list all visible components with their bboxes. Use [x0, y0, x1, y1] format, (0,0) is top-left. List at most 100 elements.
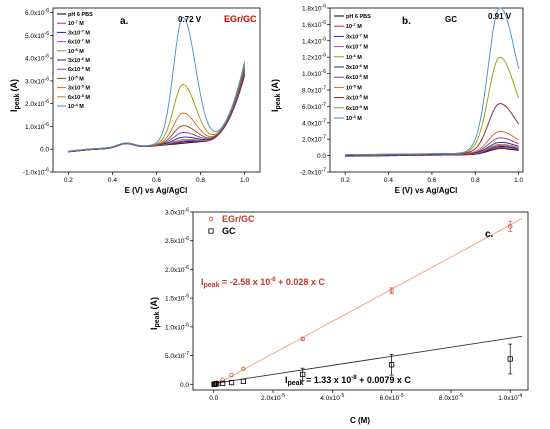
panel-a-curve-0: [68, 74, 246, 153]
panel-a-legend-label: 3x10-7 M: [68, 28, 90, 36]
panel-b-ylabel-main: I: [270, 109, 280, 112]
panel-b-legend: pH 6 PBS 10-7 M 3x10-7 M 6x10-7 M 10-6 M 3x10…: [334, 14, 371, 122]
panel-a-legend-label: 3x10-6 M: [68, 56, 90, 64]
panel-a-curve-8: [68, 64, 246, 152]
panel-c-fit-equation-gc: Ipeak = 1.33 x 10-8 + 0.0079 x C: [285, 375, 411, 387]
panel-b-ylabel-unit: (A): [270, 79, 280, 92]
panel-c-point-gc: [389, 362, 395, 368]
panel-b-chart: 0.2 0.4 0.6 0.8 1.0 -2.0x10-7 0.0 2.0x10-7 4.0x…: [270, 4, 524, 196]
panel-a-curve-4: [68, 69, 246, 153]
panel-c-point-gc: [507, 356, 513, 362]
c-y-tick-label: 0.0: [180, 382, 189, 389]
a-y-tick-label: -1.0x10-6: [23, 168, 49, 177]
panel-a-legend-label: 6x10-6 M: [68, 65, 90, 73]
panel-a-curve-10: [68, 16, 246, 152]
panel-b-legend-label: 3x10-7 M: [346, 32, 368, 40]
panel-c-point-gc: [300, 371, 306, 378]
a-y-tick-label: 5.0x10-6: [25, 31, 49, 40]
panel-c-fit-line-0: [213, 218, 523, 387]
panel-a-legend-label: 10-7 M: [68, 19, 84, 27]
panel-a-curve-3: [68, 71, 246, 153]
b-y-tick-label: 6.0x10-7: [302, 102, 326, 111]
panel-c-ylabel-main: I: [149, 327, 159, 330]
b-y-tick-label: 0.0: [317, 153, 326, 160]
c-y-tick-label: 3.0x10-6: [165, 208, 189, 217]
b-x-tick-label: 0.4: [384, 177, 393, 184]
panel-b-peak-annotation: 0.91 V: [488, 12, 512, 21]
c-y-tick-label: 5.0x10-7: [165, 351, 189, 360]
panel-a-curve-5: [68, 68, 246, 152]
a-y-tick-label: 3.0x10-6: [25, 76, 49, 85]
b-y-tick-label: 1.0x10-6: [302, 69, 326, 78]
panel-b-curve-10: [345, 7, 520, 156]
b-y-tick-label: 1.8x10-6: [302, 4, 326, 13]
panel-b-legend-label: 3x10-5 M: [346, 94, 368, 102]
b-y-tick-label: -2.0x10-7: [300, 168, 326, 177]
c-x-tick-label: 2.0x10-5: [261, 393, 285, 402]
panel-b-legend-label: 10-7 M: [346, 22, 362, 30]
panel-b-legend-label: 10-6 M: [346, 53, 362, 61]
a-x-tick-label: 0.6: [152, 177, 161, 184]
panel-b-ylabel-sub: peak: [275, 93, 282, 109]
fit-gc-exp: -8: [351, 375, 357, 381]
fit-egr-sub: peak: [204, 282, 220, 289]
panel-a-legend-label: pH 6 PBS: [68, 12, 93, 18]
panel-a-ylabel-unit: (A): [9, 79, 19, 92]
panel-b-legend-label: 6x10-6 M: [346, 73, 368, 81]
a-x-tick-label: 0.2: [64, 177, 73, 184]
b-x-tick-label: 0.2: [341, 177, 350, 184]
panel-c-fit-line-1: [213, 335, 523, 384]
panel-b-y-ticks: -2.0x10-7 0.0 2.0x10-7 4.0x10-7 6.0x10-7 8.0x…: [300, 4, 330, 177]
panel-c-legend-marker-egr: [208, 216, 214, 222]
panel-c-y-axis-label: Ipeak(A): [149, 297, 161, 330]
panel-a-chart: 0.2 0.4 0.6 0.8 1.0 -1.0x10-6 0.0 1.0x10-6 2.0x…: [9, 7, 261, 195]
panel-a-x-ticks: 0.2 0.4 0.6 0.8 1.0: [64, 172, 249, 184]
panel-a-curve-2: [68, 72, 246, 153]
panel-b-legend-label: 10-5 M: [346, 83, 362, 91]
panel-b-legend-label: 6x10-5 M: [346, 104, 368, 112]
panel-b-curve-7: [345, 130, 519, 156]
panel-c-legend-marker-gc: [208, 228, 214, 234]
a-x-tick-label: 0.4: [108, 177, 117, 184]
b-x-tick-label: 0.6: [427, 177, 436, 184]
panel-c-x-axis-label: C (M): [350, 416, 370, 425]
fit-egr-label: I: [201, 277, 204, 287]
c-y-tick-label: 1.5x10-6: [165, 294, 189, 303]
panel-a-legend-label: 10-6 M: [68, 47, 84, 55]
panel-c-legend: EGr/GC GC: [208, 214, 255, 236]
panel-b-x-axis-label: E (V) vs Ag/AgCl: [395, 186, 458, 195]
panel-c-point-egr: [508, 224, 513, 229]
panel-c-ylabel-unit: (A): [149, 297, 159, 310]
c-x-tick-label: 8.0x10-5: [439, 393, 463, 402]
panel-c-frame: [192, 211, 529, 391]
panel-a-x-axis-label: E (V) vs Ag/AgCl: [125, 186, 188, 195]
fit-gc-label: I: [285, 375, 288, 385]
panel-b-legend-label: 3x10-6 M: [346, 63, 368, 71]
panel-a-ylabel-main: I: [9, 109, 19, 112]
panel-a-curve-7: [68, 66, 246, 152]
panel-a-legend-label: 6x10-7 M: [68, 38, 90, 46]
fit-egr-exp: -8: [270, 277, 276, 283]
b-y-tick-label: 4.0x10-7: [302, 118, 326, 127]
panel-b-legend-label: 10-4 M: [346, 114, 362, 122]
panel-a-legend-label: 3x10-5 M: [68, 84, 90, 92]
a-x-tick-label: 1.0: [240, 177, 249, 184]
panel-c-point-gc: [240, 378, 246, 384]
panel-b-curves: [345, 7, 520, 157]
panel-a-curve-6: [68, 67, 246, 152]
panel-a-title: EGr/GC: [224, 14, 257, 24]
panel-a-legend-label: 6x10-5 M: [68, 93, 90, 101]
panel-c-point-egr: [241, 366, 246, 371]
c-y-tick-label: 2.0x10-6: [165, 265, 189, 274]
panel-a-ylabel-sub: peak: [14, 93, 21, 109]
panel-a-curve-1: [68, 73, 246, 153]
panel-a-y-axis-label: Ipeak(A): [9, 79, 21, 112]
panel-b-title: GC: [445, 15, 457, 24]
panel-c-chart: 0.0 2.0x10-5 4.0x10-5 6.0x10-5 8.0x10-5 1.0x1…: [149, 208, 529, 425]
panel-b-label: b.: [402, 16, 411, 27]
panel-b-y-axis-label: Ipeak(A): [270, 79, 282, 112]
fit-egr-text: = -2.58 x 10: [219, 277, 270, 287]
panel-b-x-ticks: 0.2 0.4 0.6 0.8 1.0: [341, 172, 524, 184]
